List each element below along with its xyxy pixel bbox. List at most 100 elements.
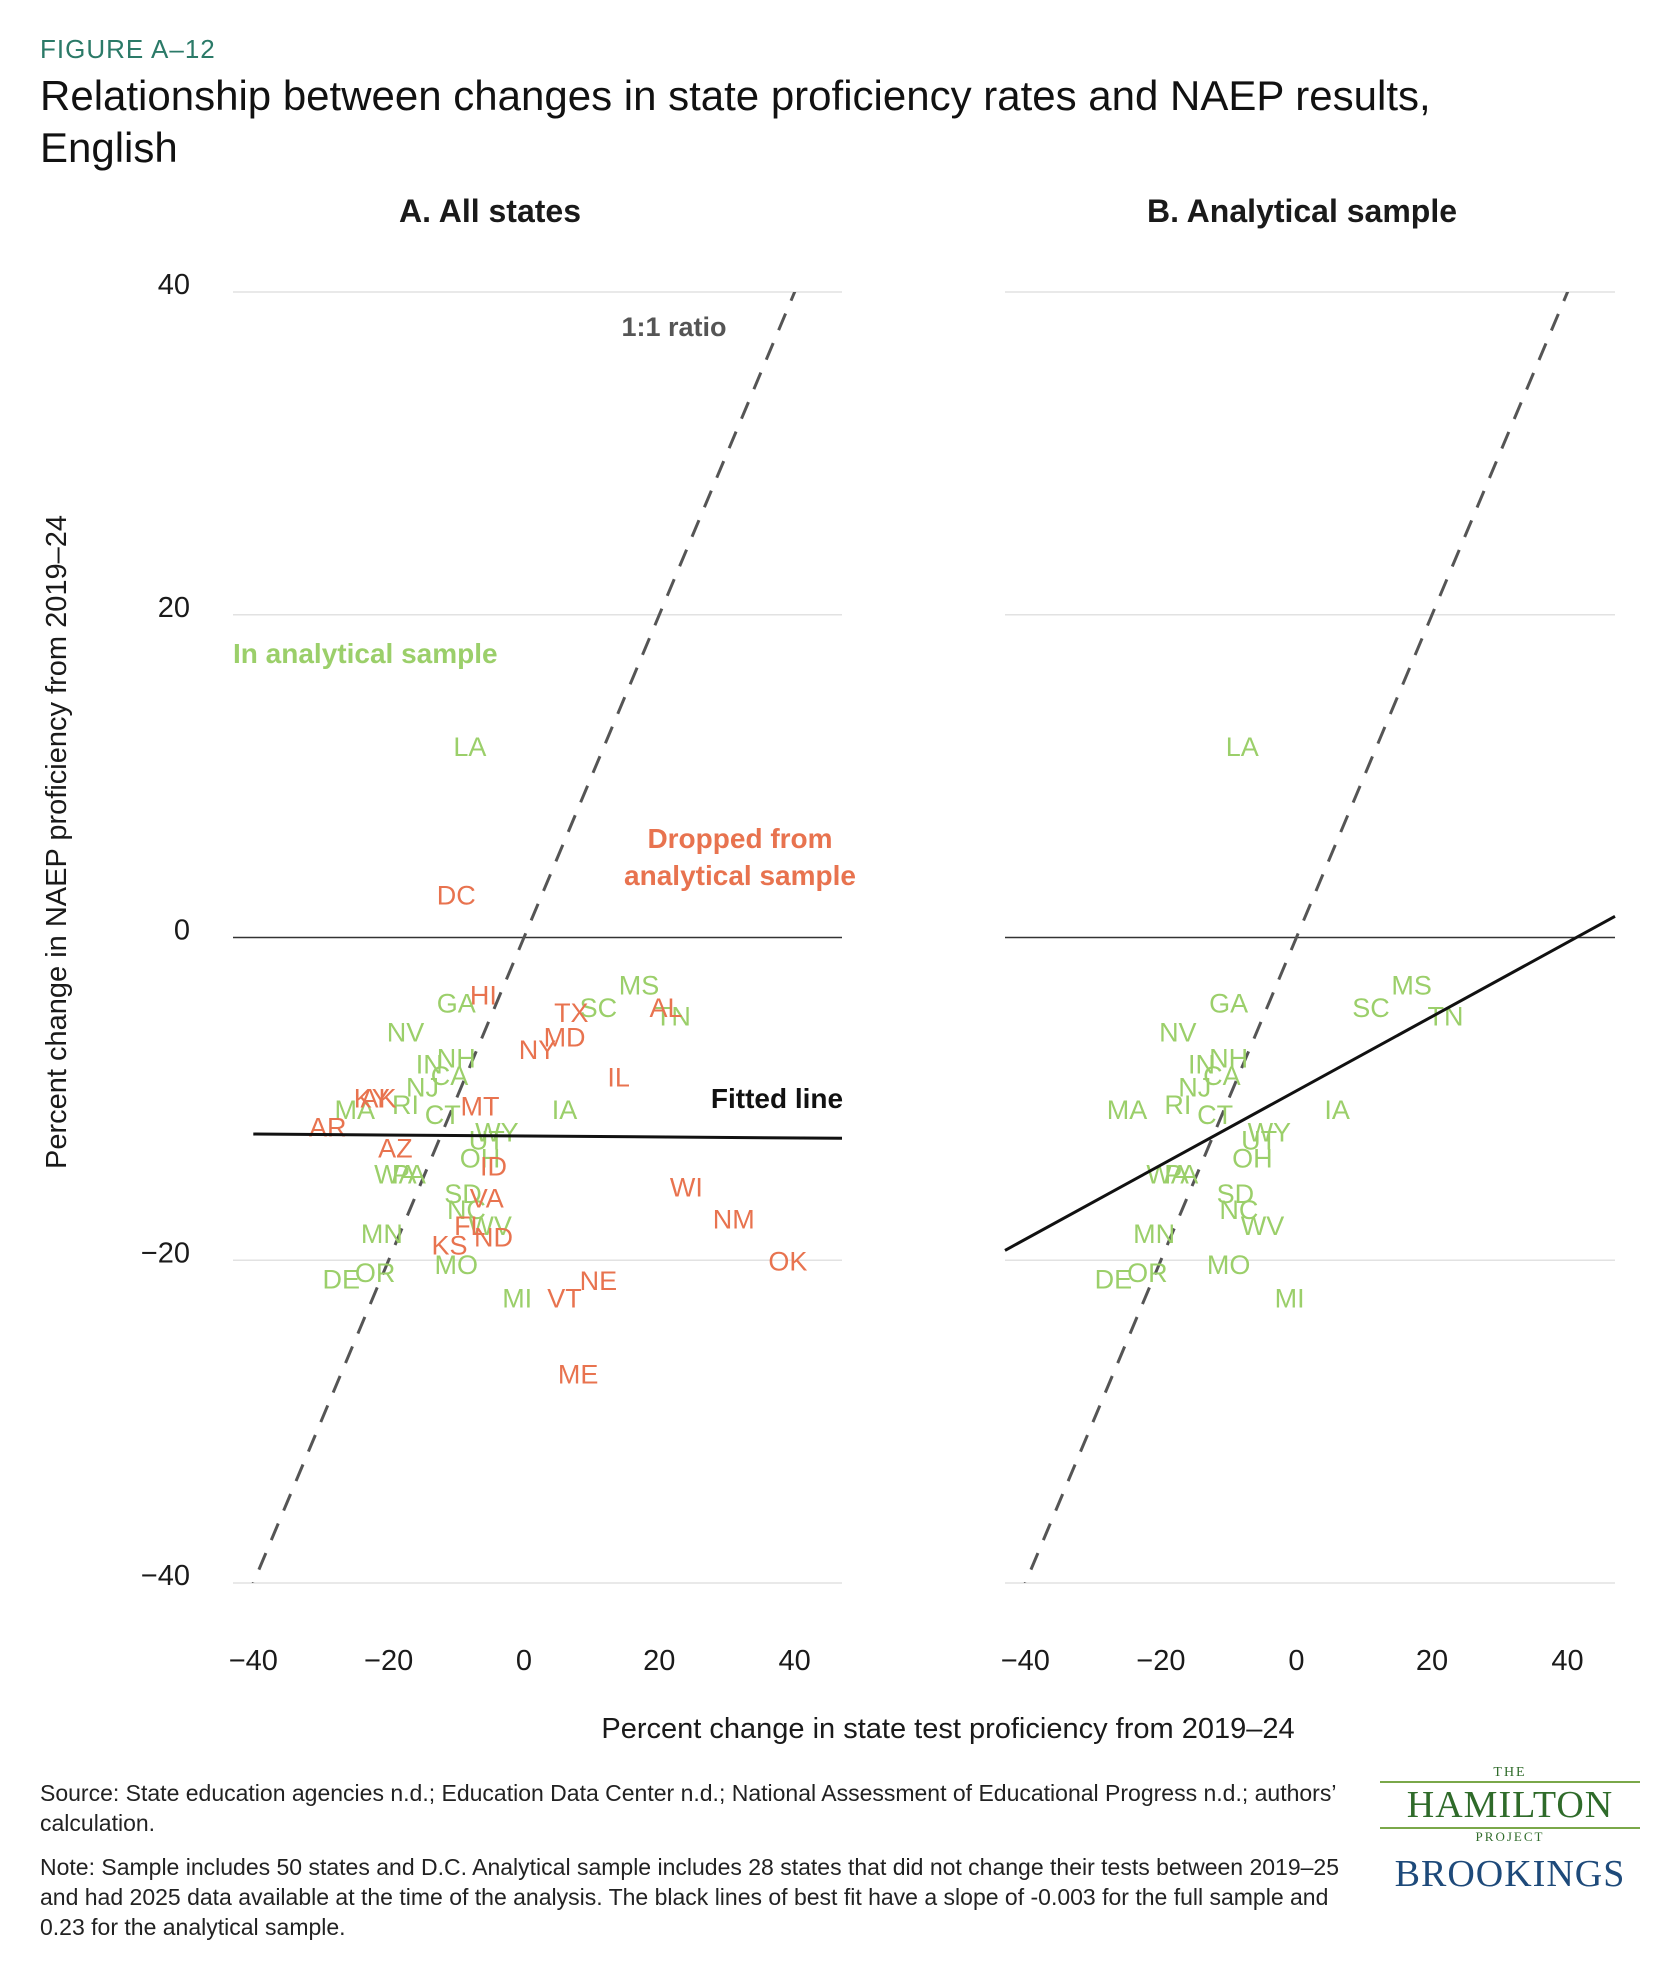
x-tick-label: 20: [643, 1645, 675, 1677]
point-in-sample: UT: [1241, 1126, 1277, 1156]
point-in-sample: RI: [1164, 1090, 1191, 1120]
point-in-sample: GA: [437, 988, 476, 1018]
point-dropped: VT: [547, 1284, 582, 1314]
fitted-line: [1004, 915, 1616, 1252]
point-dropped: NM: [713, 1205, 755, 1235]
point-in-sample: SC: [580, 993, 618, 1023]
y-tick-label: −40: [141, 1560, 190, 1592]
brookings-logo: BROOKINGS: [1394, 1853, 1626, 1895]
point-dropped: MD: [544, 1022, 586, 1052]
point-in-sample: MA: [1107, 1095, 1148, 1125]
point-in-sample: IN: [416, 1050, 443, 1080]
point-in-sample: MS: [1391, 971, 1432, 1001]
hamilton-logo-project: PROJECT: [1475, 1829, 1545, 1844]
x-tick-label: −40: [1001, 1645, 1050, 1677]
dropped-annotation-line1: Dropped from: [647, 823, 832, 854]
point-dropped: NE: [580, 1266, 618, 1296]
point-in-sample: OH: [460, 1143, 501, 1173]
sample-note: Note: Sample includes 50 states and D.C.…: [40, 1854, 1340, 1940]
point-in-sample: NH: [1209, 1043, 1248, 1073]
point-dropped: VA: [470, 1184, 504, 1214]
point-in-sample: WV: [1241, 1211, 1285, 1241]
x-tick-label: −20: [1136, 1645, 1185, 1677]
dropped-annotation-line2: analytical sample: [624, 860, 856, 891]
point-dropped: OK: [768, 1247, 807, 1277]
point-in-sample: LA: [1226, 732, 1259, 762]
source-note: Source: State education agencies n.d.; E…: [40, 1780, 1336, 1836]
fitted-line-annotation: Fitted line: [711, 1083, 843, 1114]
chart-area: A. All states 40 20 0 −20 −40 −40 −20 0 20 40 LA GA M…: [41, 193, 1616, 1745]
point-in-sample: MA: [335, 1095, 376, 1125]
y-tick-label: 20: [158, 592, 190, 624]
point-in-sample: WA: [374, 1159, 417, 1189]
point-in-sample: CA: [431, 1061, 469, 1091]
point-dropped: AZ: [378, 1134, 413, 1164]
x-tick-label: 40: [779, 1645, 811, 1677]
point-dropped: AK: [360, 1084, 396, 1114]
point-dropped: FL: [454, 1211, 486, 1241]
panel-a: A. All states 40 20 0 −20 −40 −40 −20 0 20 40 LA GA M…: [141, 193, 856, 1677]
fitted-line: [253, 1132, 843, 1140]
point-in-sample: IA: [1324, 1095, 1350, 1125]
y-tick-label: 40: [158, 269, 190, 301]
hamilton-logo-the: THE: [1493, 1765, 1527, 1780]
point-dropped: ND: [474, 1222, 513, 1252]
point-in-sample: IN: [1188, 1050, 1215, 1080]
y-tick-label: 0: [174, 915, 190, 947]
ratio-annotation: 1:1 ratio: [621, 312, 726, 342]
y-axis-label: Percent change in NAEP proficiency from …: [41, 515, 73, 1169]
hamilton-project-logo: THE HAMILTON PROJECT: [1380, 1765, 1640, 1845]
point-dropped: KS: [432, 1230, 468, 1260]
point-dropped: HI: [470, 980, 497, 1010]
panel-title: B. Analytical sample: [1147, 193, 1457, 229]
x-axis-label: Percent change in state test proficiency…: [601, 1713, 1294, 1745]
point-dropped: WI: [670, 1172, 703, 1202]
point-in-sample: CT: [425, 1100, 461, 1130]
point-in-sample: SD: [444, 1179, 482, 1209]
point-in-sample: WY: [475, 1118, 519, 1148]
point-in-sample: DE: [1095, 1264, 1133, 1294]
point-in-sample: NV: [387, 1017, 425, 1047]
point-in-sample: CA: [1203, 1061, 1241, 1091]
point-in-sample: OR: [1127, 1258, 1168, 1288]
point-in-sample: TN: [655, 1001, 691, 1031]
x-tick-label: 20: [1416, 1645, 1448, 1677]
x-tick-label: 0: [1288, 1645, 1304, 1677]
point-in-sample: PA: [1164, 1159, 1198, 1189]
point-dropped: TX: [554, 998, 589, 1028]
one-to-one-line: [251, 292, 797, 1583]
point-in-sample: SC: [1352, 993, 1390, 1023]
one-to-one-line: [1023, 292, 1570, 1583]
point-in-sample: NJ: [406, 1072, 439, 1102]
point-dropped: ID: [480, 1151, 507, 1181]
point-in-sample: MO: [435, 1250, 479, 1280]
point-in-sample: NH: [437, 1043, 476, 1073]
point-dropped: KY: [354, 1084, 390, 1114]
page-title: Relationship between changes in state pr…: [40, 72, 1431, 171]
point-in-sample: MN: [361, 1219, 403, 1249]
point-in-sample: NC: [447, 1195, 486, 1225]
point-in-sample: MI: [502, 1284, 532, 1314]
point-dropped: AR: [309, 1113, 347, 1143]
figure-label: FIGURE A–12: [40, 34, 216, 64]
point-dropped: DC: [437, 880, 476, 910]
point-in-sample: MI: [1275, 1284, 1305, 1314]
point-in-sample: WA: [1146, 1159, 1189, 1189]
x-tick-label: −20: [364, 1645, 413, 1677]
point-dropped: IL: [607, 1063, 630, 1093]
point-in-sample: LA: [453, 732, 486, 762]
point-in-sample: CT: [1197, 1100, 1233, 1130]
point-in-sample: SD: [1217, 1179, 1255, 1209]
point-in-sample: MN: [1133, 1219, 1175, 1249]
x-tick-label: 0: [516, 1645, 532, 1677]
point-in-sample: MS: [619, 971, 660, 1001]
point-in-sample: OH: [1232, 1143, 1273, 1173]
hamilton-logo-name: HAMILTON: [1380, 1781, 1640, 1829]
point-in-sample: IA: [552, 1095, 578, 1125]
point-in-sample: NV: [1159, 1017, 1197, 1047]
point-in-sample: OR: [355, 1258, 396, 1288]
panel-title: A. All states: [399, 193, 581, 229]
point-in-sample: WY: [1248, 1118, 1292, 1148]
point-dropped: MT: [460, 1092, 499, 1122]
